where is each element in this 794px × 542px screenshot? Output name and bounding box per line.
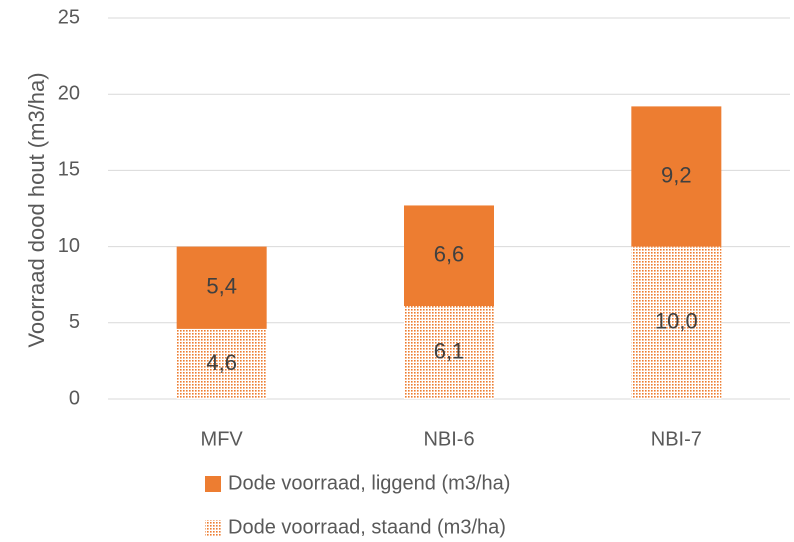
y-tick-label: 15 (58, 159, 80, 181)
bar-segment (631, 106, 722, 247)
legend-swatch (205, 520, 221, 536)
bar-segment (176, 328, 267, 399)
y-tick-label: 20 (58, 82, 80, 104)
data-label: 6,6 (434, 242, 465, 267)
legend-swatch (205, 476, 221, 492)
legend-label: Dode voorraad, liggend (m3/ha) (228, 472, 510, 494)
y-axis-title: Voorraad dood hout (m3/ha) (24, 72, 49, 347)
bar-segment (404, 205, 494, 307)
data-label: 6,1 (434, 338, 465, 363)
x-tick-label: NBI-6 (423, 428, 474, 450)
x-tick-label: MFV (201, 428, 244, 450)
data-label: 5,4 (206, 274, 237, 299)
y-tick-label: 10 (58, 235, 80, 257)
y-tick-label: 0 (69, 387, 80, 409)
data-label: 10,0 (655, 309, 698, 334)
bar-segment (631, 246, 722, 399)
legend-label: Dode voorraad, staand (m3/ha) (228, 516, 506, 538)
x-tick-label: NBI-7 (651, 428, 702, 450)
y-tick-label: 5 (69, 311, 80, 333)
bar-segment (404, 306, 494, 399)
y-tick-label: 25 (58, 6, 80, 28)
bar-segment (176, 246, 267, 329)
data-label: 9,2 (661, 162, 692, 187)
data-label: 4,6 (206, 350, 237, 375)
